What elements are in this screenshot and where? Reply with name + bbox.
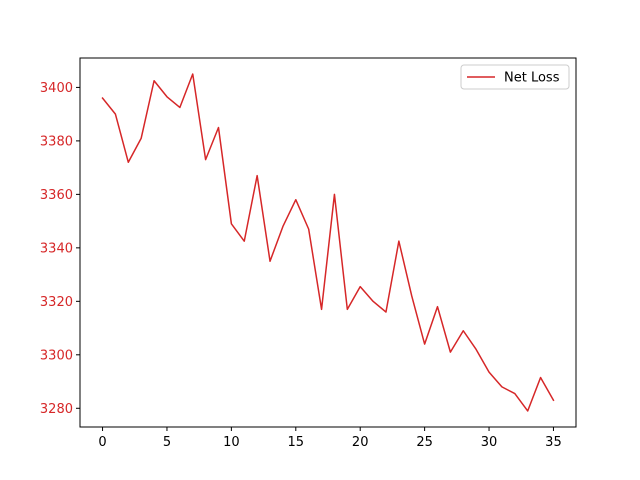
y-tick-label: 3340 [40, 241, 73, 256]
x-tick-label: 25 [416, 435, 433, 450]
x-tick-label: 30 [481, 435, 498, 450]
y-tick-label: 3360 [40, 188, 73, 203]
x-tick-label: 5 [163, 435, 171, 450]
x-tick-label: 20 [352, 435, 369, 450]
legend-label: Net Loss [504, 71, 560, 86]
y-tick-label: 3380 [40, 134, 73, 149]
y-tick-label: 3300 [40, 348, 73, 363]
legend-box [460, 64, 570, 90]
x-tick-label: 0 [98, 435, 106, 450]
series-line-0 [101, 73, 555, 412]
x-tick-label: 15 [288, 435, 305, 450]
axes: 0 5 10 15 20 25 30 35 3280 3300 3320 3340 3360 3380 34… [40, 57, 577, 450]
x-tick-label: 35 [545, 435, 562, 450]
y-tick-label: 3280 [40, 402, 73, 417]
x-tick-label: 10 [223, 435, 240, 450]
plot-area [101, 73, 555, 412]
y-tick-label: 3400 [40, 81, 73, 96]
legend: Net Loss [460, 64, 570, 90]
y-tick-label: 3320 [40, 295, 73, 310]
axes-frame [79, 57, 577, 428]
